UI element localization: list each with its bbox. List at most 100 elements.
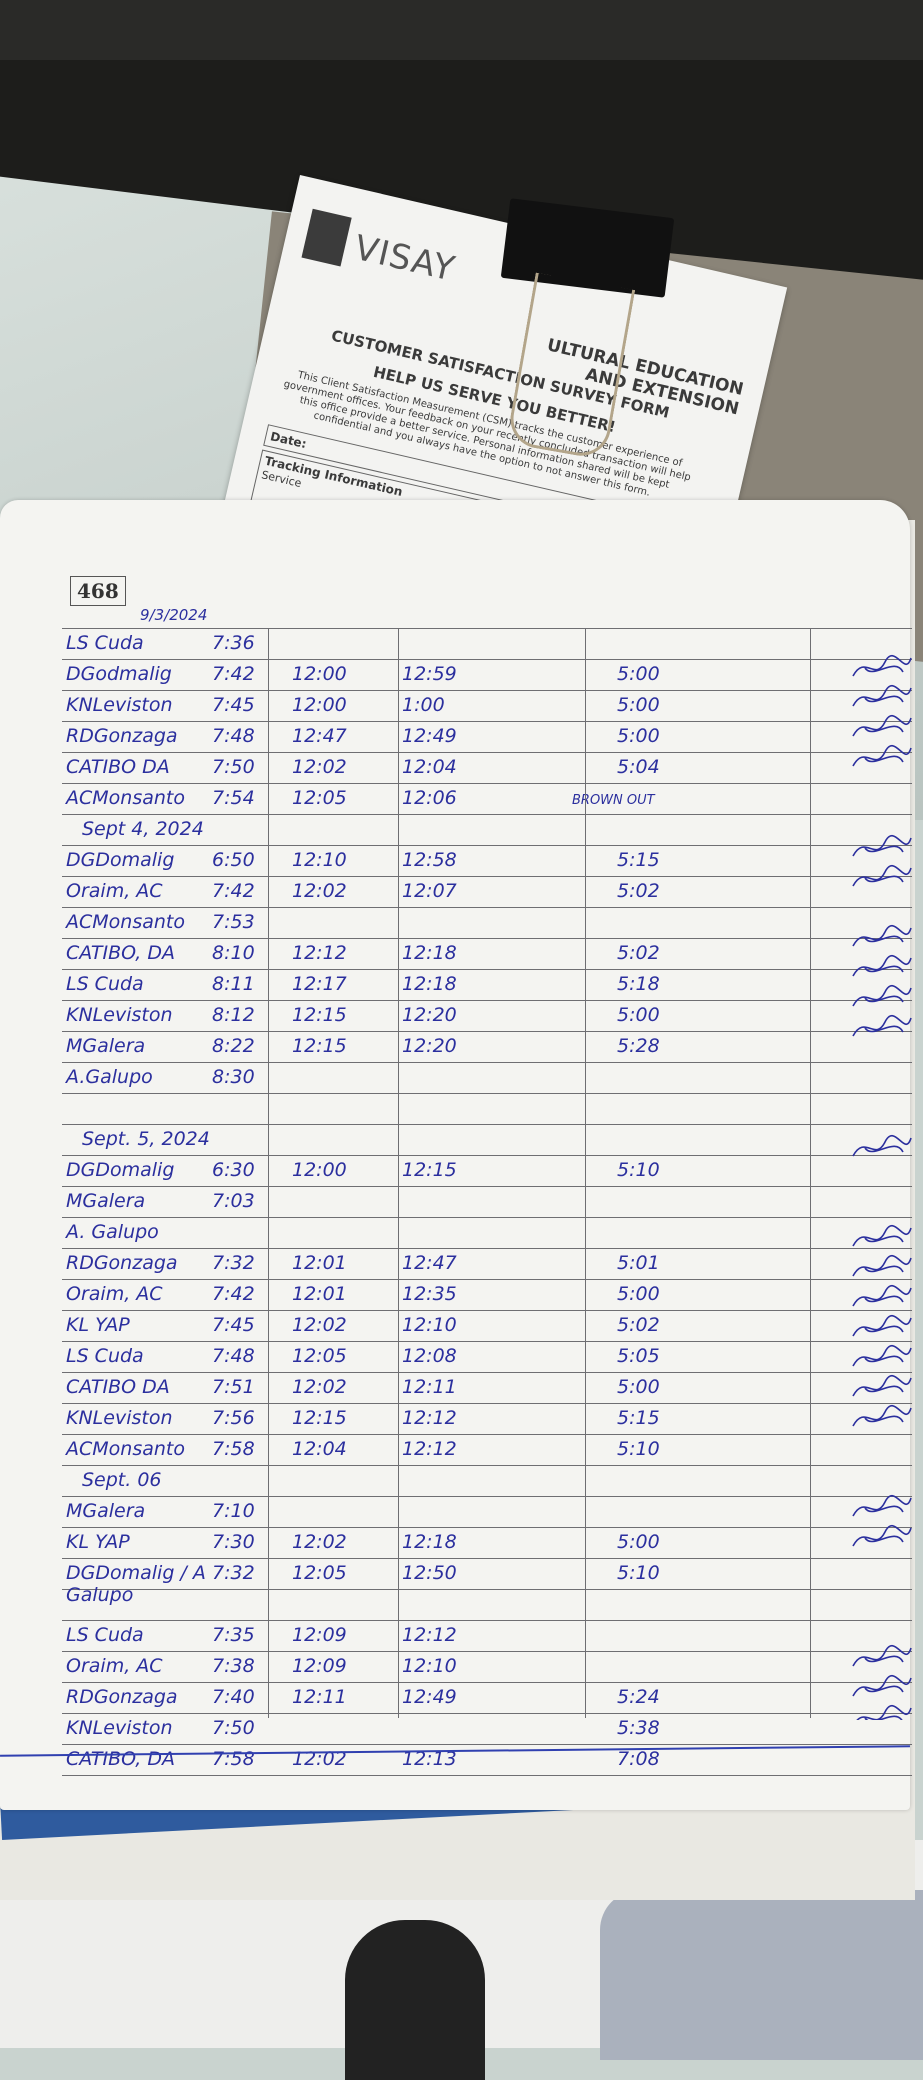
name-cell: Oraim, AC — [66, 1283, 163, 1305]
table-row: ACMonsanto 7:54 12:05 12:06 BROWN OUT — [62, 784, 912, 815]
signature-mark — [852, 1374, 912, 1397]
pm-in-cell: 12:20 — [402, 1004, 457, 1026]
name-cell: RDGonzaga — [66, 1686, 178, 1708]
am-out-cell: 12:00 — [292, 663, 347, 685]
pm-in-cell: 12:59 — [402, 663, 457, 685]
table-row: LS Cuda 7:35 12:09 12:12 — [62, 1621, 912, 1652]
name-cell: CATIBO, DA — [66, 1748, 176, 1770]
table-row: RDGonzaga 7:48 12:47 12:49 5:00 — [62, 722, 912, 753]
am-out-cell: 12:11 — [292, 1686, 347, 1708]
time-in-cell: 7:48 — [212, 1345, 255, 1367]
form-brand: VISAY — [350, 227, 459, 290]
pm-in-cell: 12:07 — [402, 880, 457, 902]
name-cell: LS Cuda — [66, 632, 144, 654]
am-out-cell: 12:09 — [292, 1655, 347, 1677]
pm-out-cell: 5:00 — [617, 1004, 660, 1026]
name-cell: MGalera — [66, 1190, 146, 1212]
table-row: KNLeviston 7:45 12:00 1:00 5:00 — [62, 691, 912, 722]
table-row: RDGonzaga 7:40 12:11 12:49 5:24 — [62, 1683, 912, 1714]
date-cell: Sept. 5, 2024 — [82, 1128, 210, 1150]
time-in-cell: 7:45 — [212, 1314, 255, 1336]
name-cell: DGDomalig — [66, 1159, 175, 1181]
table-row: ACMonsanto 7:53 — [62, 908, 912, 939]
table-row — [62, 1590, 912, 1621]
pm-in-cell: 12:58 — [402, 849, 457, 871]
signature-mark — [852, 654, 912, 677]
time-in-cell: 6:50 — [212, 849, 255, 871]
table-row: Oraim, AC 7:38 12:09 12:10 — [62, 1652, 912, 1683]
pm-in-cell: 12:20 — [402, 1035, 457, 1057]
pm-in-cell: 12:49 — [402, 1686, 457, 1708]
date-header-row: Sept. 06 — [62, 1466, 912, 1497]
pm-out-cell: 5:00 — [617, 725, 660, 747]
table-row: KNLeviston 7:56 12:15 12:12 5:15 — [62, 1404, 912, 1435]
date-cell: Sept. 06 — [82, 1469, 162, 1491]
table-row: DGodmalig 7:42 12:00 12:59 5:00 — [62, 660, 912, 691]
signature-mark — [852, 1254, 912, 1277]
am-out-cell: 12:02 — [292, 1531, 347, 1553]
am-out-cell: 12:04 — [292, 1438, 347, 1460]
page-number: 468 — [70, 576, 126, 606]
name-cell: MGalera — [66, 1035, 146, 1057]
pm-out-cell: 5:18 — [617, 973, 660, 995]
time-in-cell: 7:50 — [212, 1717, 255, 1739]
signature-mark — [852, 1524, 912, 1547]
pm-in-cell: 12:12 — [402, 1438, 457, 1460]
time-in-cell: 8:12 — [212, 1004, 255, 1026]
am-out-cell: 12:09 — [292, 1624, 347, 1646]
pm-in-cell: 12:08 — [402, 1345, 457, 1367]
pm-out-cell: 5:00 — [617, 694, 660, 716]
time-in-cell: 7:48 — [212, 725, 255, 747]
time-in-cell: 7:50 — [212, 756, 255, 778]
name-cell: CATIBO DA — [66, 756, 170, 778]
time-in-cell: 8:11 — [212, 973, 255, 995]
time-in-cell: 7:10 — [212, 1500, 255, 1522]
time-in-cell: 7:42 — [212, 1283, 255, 1305]
name-cell: A.Galupo — [66, 1066, 153, 1088]
pm-in-cell: 12:18 — [402, 1531, 457, 1553]
name-cell: CATIBO, DA — [66, 942, 176, 964]
am-out-cell: 12:15 — [292, 1035, 347, 1057]
signature-mark — [852, 1644, 912, 1667]
date-header-row: Sept. 5, 2024 — [62, 1125, 912, 1156]
pm-out-cell: 5:02 — [617, 942, 660, 964]
signature-mark — [852, 834, 912, 857]
column-divider — [268, 628, 269, 1718]
signature-mark — [852, 1134, 912, 1157]
date-label: Date: — [268, 429, 308, 452]
note-cell: BROWN OUT — [572, 793, 655, 808]
pm-out-cell: 5:04 — [617, 756, 660, 778]
pm-in-cell: 12:18 — [402, 973, 457, 995]
table-row: DGDomalig / A Galupo 7:32 12:05 12:50 5:10 — [62, 1559, 912, 1606]
pm-out-cell: 5:15 — [617, 1407, 660, 1429]
pm-in-cell: 1:00 — [402, 694, 445, 716]
am-out-cell: 12:00 — [292, 1159, 347, 1181]
pm-out-cell: 5:00 — [617, 663, 660, 685]
pm-in-cell: 12:50 — [402, 1562, 457, 1584]
time-in-cell: 7:03 — [212, 1190, 255, 1212]
name-cell: KNLeviston — [66, 1717, 173, 1739]
time-in-cell: 7:42 — [212, 880, 255, 902]
pm-in-cell: 12:10 — [402, 1314, 457, 1336]
time-in-cell: 7:58 — [212, 1438, 255, 1460]
pm-out-cell: 7:08 — [617, 1748, 660, 1770]
name-cell: CATIBO DA — [66, 1376, 170, 1398]
signature-mark — [852, 954, 912, 977]
table-row: MGalera 7:10 — [62, 1497, 912, 1528]
table-row: ACMonsanto 7:58 12:04 12:12 5:10 — [62, 1435, 912, 1466]
name-cell: LS Cuda — [66, 1624, 144, 1646]
table-row: LS Cuda 8:11 12:17 12:18 5:18 — [62, 970, 912, 1001]
date-header-row: Sept 4, 2024 — [62, 815, 912, 846]
pm-in-cell: 12:06 — [402, 787, 457, 809]
table-row: A.Galupo 8:30 — [62, 1063, 912, 1094]
signature-mark — [852, 744, 912, 767]
time-in-cell: 7:36 — [212, 632, 255, 654]
table-row — [62, 1094, 912, 1125]
time-in-cell: 6:30 — [212, 1159, 255, 1181]
table-row: Oraim, AC 7:42 12:02 12:07 5:02 — [62, 877, 912, 908]
name-cell: ACMonsanto — [66, 787, 185, 809]
pant-leg — [600, 1890, 923, 2060]
pm-out-cell: 5:10 — [617, 1159, 660, 1181]
pm-in-cell: 12:12 — [402, 1624, 457, 1646]
table-row: LS Cuda 7:36 — [62, 628, 912, 660]
